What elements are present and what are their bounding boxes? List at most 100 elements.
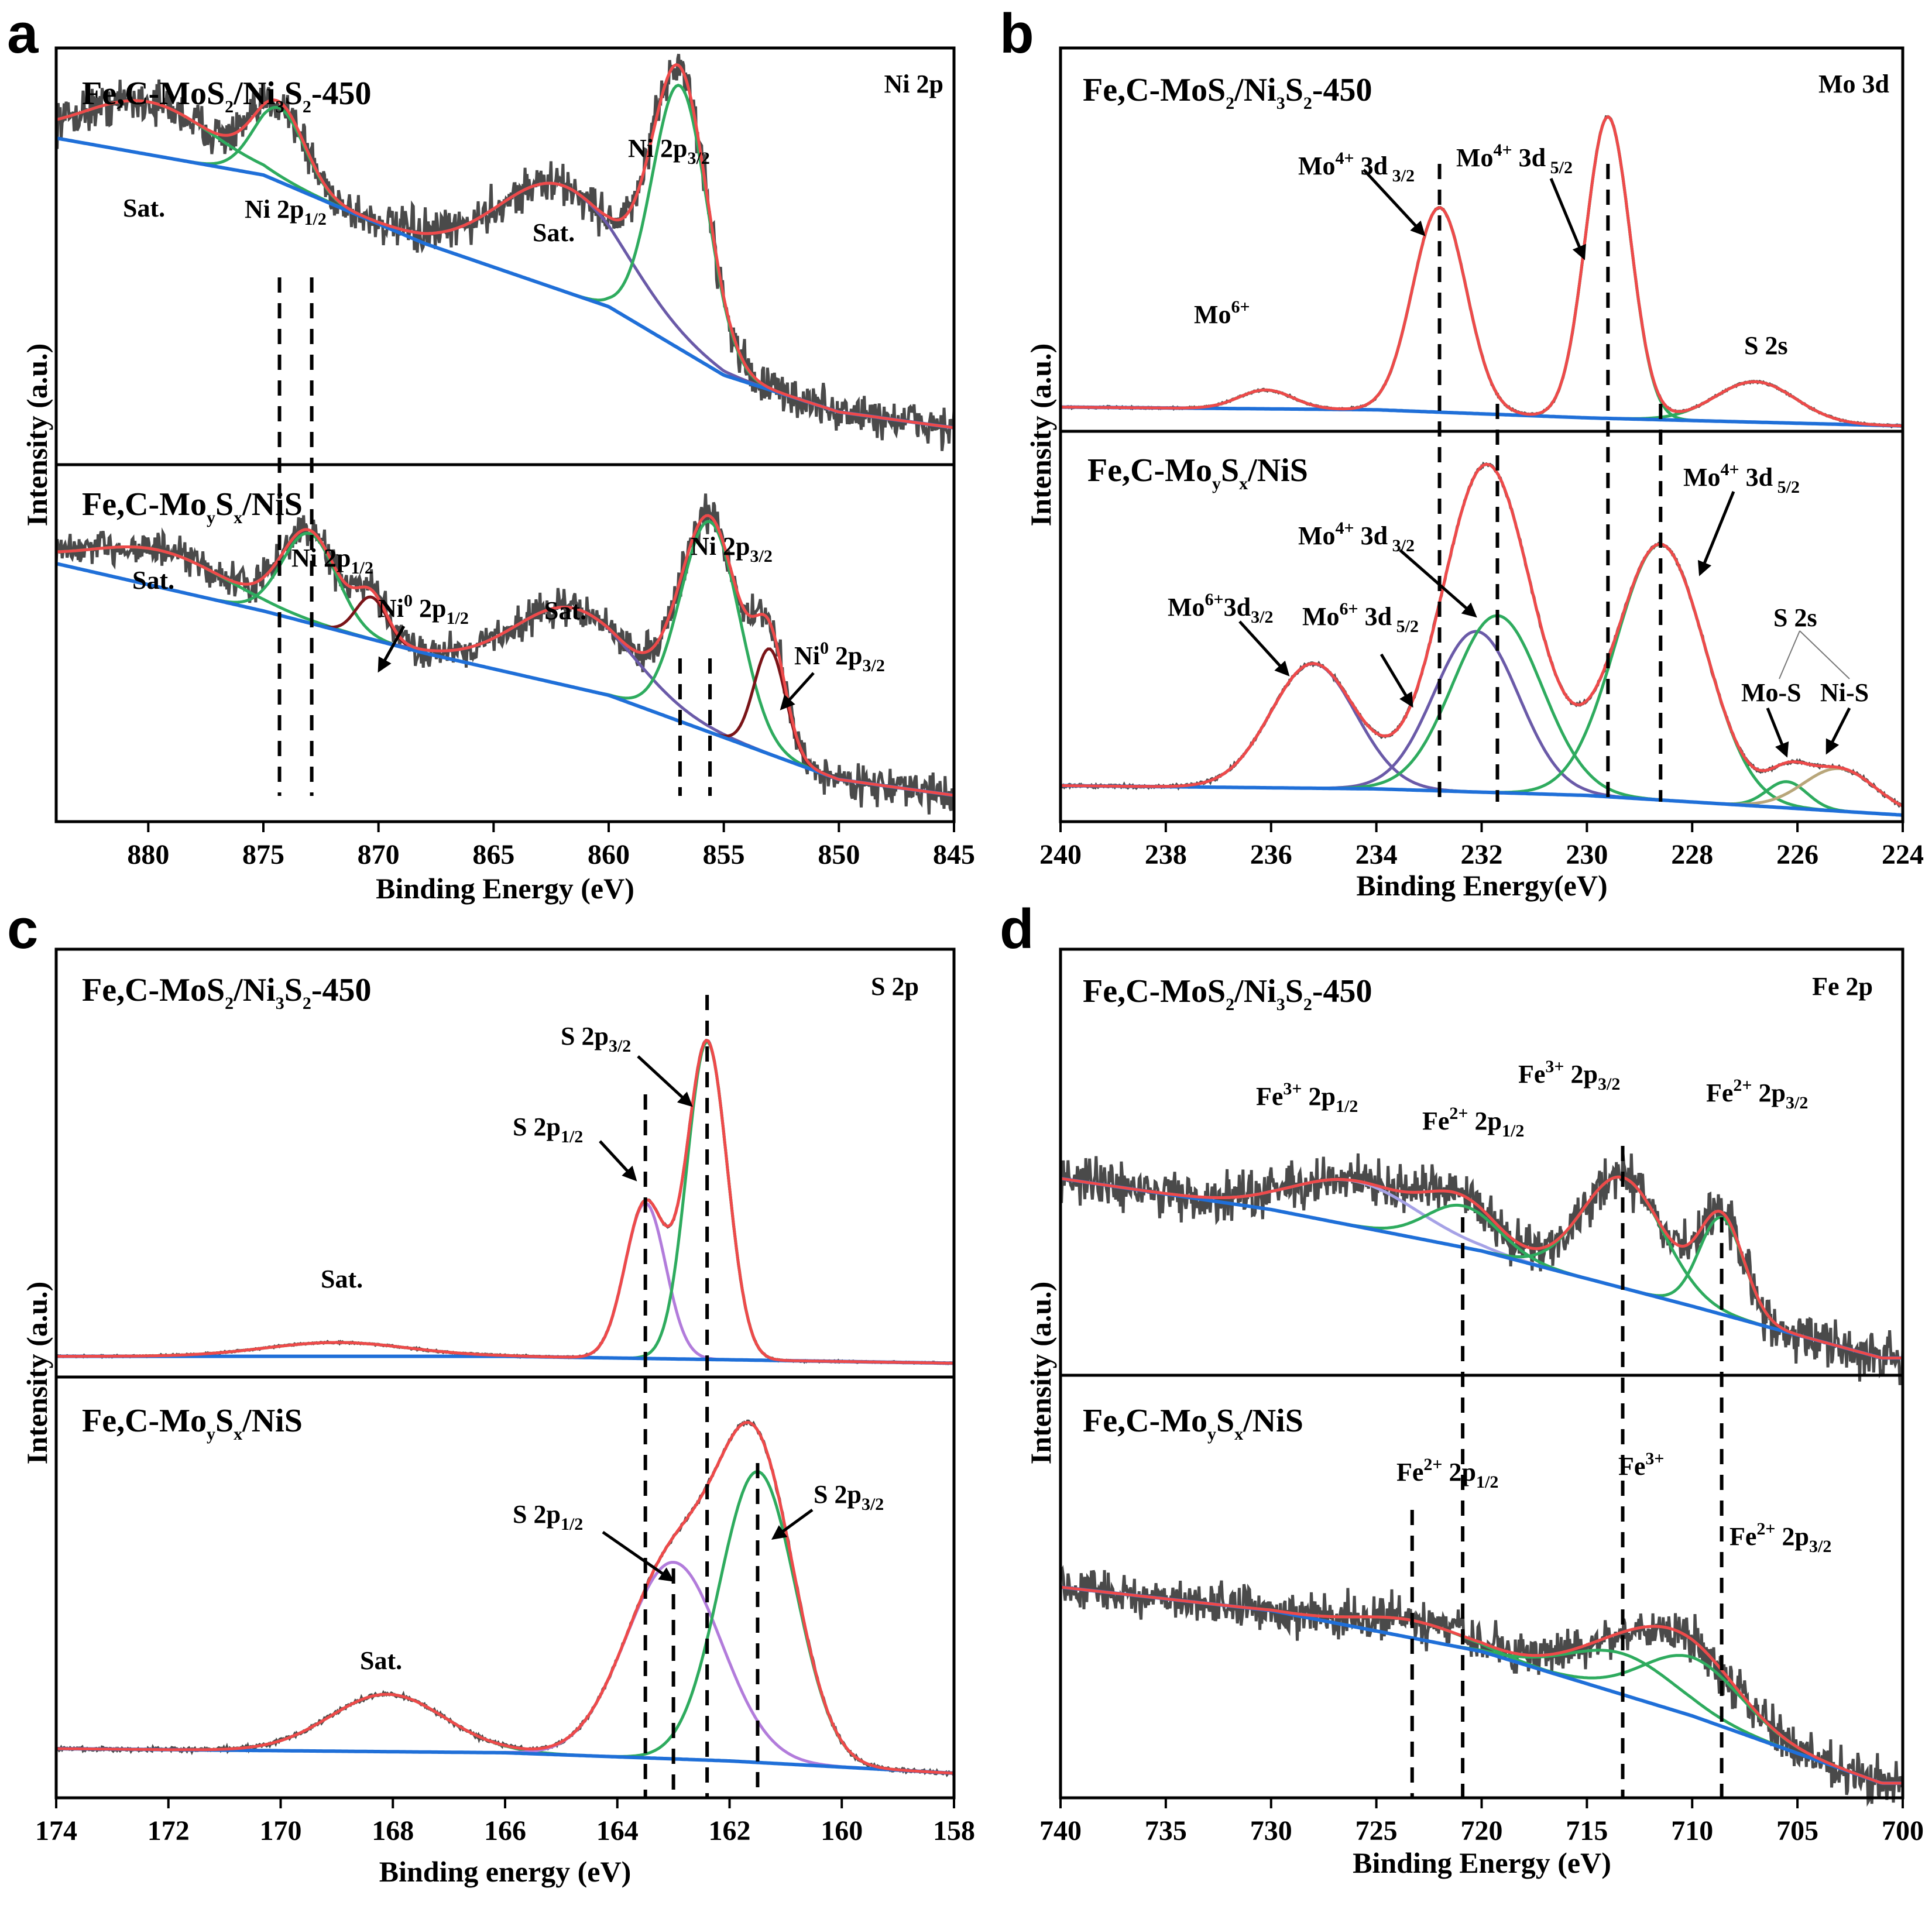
peak-label-mo6-3d32: Mo6+3d3/2 [1168,590,1273,627]
x-tick-label: 870 [358,839,400,870]
peak-label-fe2-2p12: Fe2+ 2p1/2 [1396,1455,1498,1492]
annotation-arrow [637,1055,693,1107]
x-tick-label: 232 [1461,839,1503,870]
annotation-arrow [1399,549,1477,618]
x-axis-label: Binding Energy (eV) [1353,1846,1611,1879]
background-line [1060,1176,1903,1360]
peak-label-ni-s: Ni-S [1820,678,1869,707]
x-tick-label: 855 [703,839,745,870]
panel-letter: a [7,2,39,65]
annotation-arrow [771,1508,814,1540]
peak-label-fe3-2p12: Fe3+ 2p1/2 [1256,1079,1358,1116]
peak-label-fe2-2p32: Fe2+ 2p3/2 [1729,1519,1831,1556]
peak-component-line [56,1201,955,1365]
panel-a: a 880 875 870 865 860 855 850 845 Binding Energ… [7,2,975,905]
envelope-fit-line [1061,463,1904,808]
peak-label-s2p12: S 2p1/2 [513,1500,583,1534]
sample-name-bottom: Fe,C-MoySx/NiS [82,486,303,527]
sample-name-bottom: Fe,C-MoySx/NiS [1087,452,1308,493]
x-axis-label: Binding Energy (eV) [376,872,634,905]
panel-letter: d [1000,898,1034,960]
background-line [56,136,955,430]
y-axis-label: Intensity (a.u.) [1024,344,1057,527]
peak-label-mo4-3d52: Mo4+ 3d 5/2 [1456,140,1573,177]
peak-component-line [1061,206,1903,428]
x-tick-label: 725 [1356,1815,1398,1846]
raw-spectrum-line [1059,1565,1904,1807]
x-ticks: 740 735 730 725 720 715 710 705 700 [1039,1798,1924,1846]
peak-label-s2p32: S 2p3/2 [814,1480,884,1514]
sample-name-top: Fe,C-MoS2/Ni3S2-450 [82,75,372,116]
plot-area-a [54,53,956,815]
peak-label-ni0-2p32: Ni0 2p3/2 [794,638,885,675]
sample-name-top: Fe,C-MoS2/Ni3S2-450 [1083,973,1372,1014]
x-tick-label: 236 [1250,839,1292,870]
peak-label-ni2p32: Ni 2p3/2 [691,532,773,566]
annotation-arrow [1825,707,1851,755]
peak-component-line [56,1561,955,1775]
peak-component-line [56,562,955,797]
region-label: S 2p [871,972,919,1001]
peak-label-sat: Sat. [321,1265,363,1293]
peak-label-mo-s: Mo-S [1741,678,1801,707]
peak-label-mo4-3d32: Mo4+ 3d 3/2 [1298,149,1415,186]
peak-label-ni2p32: Ni 2p3/2 [628,134,710,168]
x-tick-label: 228 [1671,839,1713,870]
peak-component-line [56,562,955,797]
panel-d: d 740 735 730 725 720 715 710 705 700 Binding En… [1000,898,1924,1879]
peak-label-ni2p12: Ni 2p1/2 [245,195,327,229]
raw-spectrum-line [54,53,956,451]
annotation-arrow [378,625,406,673]
raw-spectrum-line [1059,1152,1904,1385]
panel-c: c 174 172 170 168 166 164 162 160 158 Binding en… [7,898,975,1888]
annotation-arrow [780,672,815,710]
x-tick-label: 166 [484,1815,526,1846]
x-tick-label: 730 [1250,1815,1292,1846]
axis-frame [1059,947,1904,1800]
region-label: Fe 2p [1812,972,1873,1001]
x-tick-label: 240 [1039,839,1082,870]
panel-letter: b [1000,2,1034,65]
plot-area-d [1059,1146,1904,1807]
leader-line [1799,630,1850,679]
peak-component-line [56,84,955,430]
x-tick-label: 875 [242,839,284,870]
peak-label-mo4-3d52: Mo4+ 3d 5/2 [1683,460,1800,497]
raw-spectrum-line [54,493,956,815]
peak-label-s2s: S 2s [1744,331,1788,360]
region-label: Ni 2p [884,70,943,98]
peak-component-line [56,105,955,430]
x-tick-label: 850 [818,839,860,870]
x-tick-label: 740 [1039,1815,1082,1846]
x-tick-label: 168 [372,1815,414,1846]
plot-area-b [1060,115,1904,817]
x-tick-label: 880 [127,839,169,870]
panel-letter: c [7,898,38,960]
sample-name-top: Fe,C-MoS2/Ni3S2-450 [82,972,372,1013]
peak-label-fe3-2p32: Fe3+ 2p3/2 [1518,1057,1620,1094]
peak-component-line [56,136,955,430]
annotation-arrow [602,1530,675,1582]
peak-component-line [56,562,955,797]
peak-component-line [56,1692,955,1775]
sample-name-bottom: Fe,C-MoySx/NiS [82,1403,303,1444]
x-tick-label: 735 [1145,1815,1187,1846]
region-label: Mo 3d [1818,70,1889,98]
x-tick-label: 226 [1776,839,1818,870]
annotation-arrow [1766,708,1789,758]
envelope-fit-line [1060,1585,1903,1785]
background-line [1061,784,1903,817]
annotation-arrow [1697,491,1735,576]
x-ticks: 880 875 870 865 860 855 850 845 [127,822,975,870]
background-line [1061,405,1903,428]
x-tick-label: 234 [1356,839,1398,870]
background-line [56,562,955,797]
annotation-arrow [1238,620,1290,677]
x-tick-label: 238 [1145,839,1187,870]
peak-label-ni0-2p12: Ni0 2p1/2 [378,591,469,628]
peak-label-sat: Sat. [360,1646,402,1675]
envelope-fit-line [56,1420,955,1775]
x-tick-label: 158 [933,1815,975,1846]
axis-frame [54,46,956,823]
